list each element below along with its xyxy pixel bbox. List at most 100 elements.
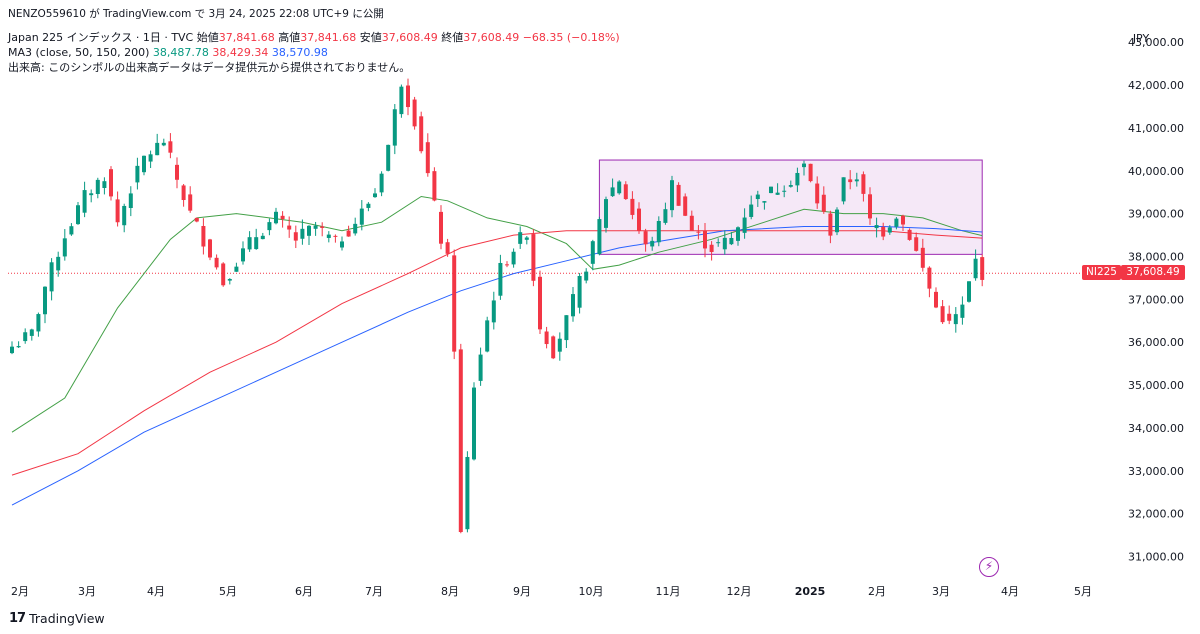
candle-body [531, 234, 536, 281]
candle-body [861, 174, 866, 194]
x-tick-label: 2月 [11, 585, 29, 598]
x-tick-label: 5月 [219, 585, 237, 598]
candle-body [498, 262, 503, 296]
x-tick-label: 4月 [147, 585, 165, 598]
x-tick-label: 3月 [78, 585, 96, 598]
publisher-text: NENZO559610 が TradingView.com で 3月 24, 2… [8, 8, 384, 20]
candle-body [465, 456, 470, 530]
candle-body [102, 181, 107, 189]
publisher-line: NENZO559610 が TradingView.com で 3月 24, 2… [8, 7, 384, 21]
candle-body [287, 225, 292, 230]
open-value: 37,841.68 [218, 31, 275, 44]
candle-body [881, 226, 886, 237]
candle-body [386, 144, 391, 171]
y-tick-label: 31,000.00 [1128, 551, 1184, 564]
candle-body [175, 164, 179, 180]
candle-body [927, 267, 932, 289]
x-tick-label: 9月 [513, 585, 531, 598]
candle-body [274, 211, 278, 224]
candle-body [934, 291, 938, 308]
candle-body [227, 278, 232, 281]
x-tick-label: 6月 [295, 585, 313, 598]
candle-body [802, 163, 806, 168]
volume-notice: 出来高: このシンボルの出来高データはデータ提供元から提供されておりません。 [8, 61, 410, 75]
candle-body [10, 346, 14, 354]
y-tick-label: 41,000.00 [1128, 122, 1184, 135]
open-label: 始値 [196, 31, 219, 44]
change-value: −68.35 (−0.18%) [522, 31, 620, 44]
candle-body [221, 263, 226, 286]
candle-body [340, 241, 344, 248]
symbol-legend[interactable]: Japan 225 インデックス · 1日 · TVC 始値37,841.68 … [8, 31, 620, 45]
candle-body [617, 181, 622, 194]
y-tick-label: 43,000.00 [1128, 36, 1184, 49]
candle-body [168, 141, 173, 153]
candle-body [439, 211, 443, 244]
lightning-icon[interactable]: ⚡ [979, 557, 999, 577]
x-tick-label: 2025 [795, 585, 826, 598]
last-price-symbol-tag: NI225 [1082, 265, 1121, 280]
candle-body [135, 165, 140, 183]
volume-note: 出来高: このシンボルの出来高データはデータ提供元から提供されておりません。 [8, 61, 411, 74]
symbol-name[interactable]: Japan 225 インデックス · 1日 · TVC [8, 31, 194, 44]
candle-body [458, 349, 463, 533]
candle-body [280, 215, 285, 220]
candle-body [161, 142, 166, 146]
ma-legend[interactable]: MA3 (close, 50, 150, 200) 38,487.78 38,4… [8, 46, 328, 60]
candle-body [683, 196, 688, 216]
candle-body [947, 313, 952, 321]
candle-body [749, 204, 754, 217]
candle-body [848, 179, 853, 183]
tradingview-logo[interactable]: 17 TradingView [9, 611, 105, 626]
candle-body [835, 209, 839, 233]
candle-body [795, 172, 800, 186]
candle-body [208, 239, 212, 258]
y-tick-label: 36,000.00 [1128, 336, 1184, 349]
candle-body [148, 154, 153, 162]
candle-body [82, 190, 87, 213]
candle-body [874, 225, 879, 229]
candle-body [920, 247, 925, 268]
candle-body [445, 242, 450, 254]
candle-body [300, 228, 305, 239]
candle-body [755, 194, 760, 200]
candle-body [894, 218, 899, 227]
candle-body [353, 223, 358, 234]
candle-body [676, 184, 681, 206]
candle-body [663, 209, 668, 223]
candle-body [953, 314, 958, 325]
candle-body [557, 338, 562, 352]
candle-body [95, 179, 100, 195]
candle-body [379, 173, 384, 193]
high-label: 高値 [278, 31, 301, 44]
candle-body [868, 194, 872, 219]
candle-body [491, 300, 496, 323]
candle-body [887, 227, 892, 233]
ma-label[interactable]: MA3 (close, 50, 150, 200) [8, 46, 150, 59]
x-tick-label: 8月 [441, 585, 459, 598]
candle-body [254, 237, 259, 250]
candle-body [577, 276, 582, 308]
x-tick-label: 5月 [1074, 585, 1092, 598]
candle-body [841, 177, 846, 202]
candle-body [373, 193, 377, 198]
candle-body [670, 180, 674, 211]
candle-body [980, 257, 985, 280]
candle-body [769, 186, 773, 194]
candle-body [828, 213, 833, 236]
candle-body [973, 258, 978, 279]
candle-body [359, 208, 364, 225]
ma50-value: 38,487.78 [152, 46, 209, 59]
candle-body [472, 387, 476, 460]
candle-body [260, 235, 265, 240]
ma-line-ma-150 [11, 230, 983, 476]
candle-body [392, 109, 397, 146]
candle-body [76, 205, 80, 225]
candle-body [320, 226, 325, 228]
candle-body [313, 225, 318, 229]
currency-button[interactable]: JPY [1132, 32, 1150, 45]
candle-body [960, 304, 965, 318]
low-value: 37,608.49 [381, 31, 438, 44]
candle-body [406, 85, 410, 108]
